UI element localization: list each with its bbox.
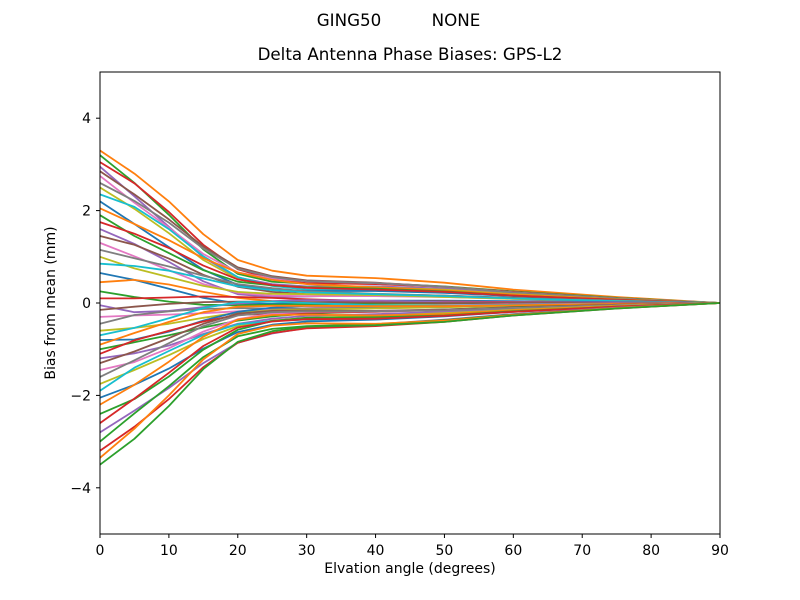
y-tick-label: 4 bbox=[82, 111, 91, 127]
axis-ticks: 0 10 20 30 40 50 60 70 80 90 −4 −2 0 2 4 bbox=[70, 111, 729, 559]
x-tick-label: 0 bbox=[96, 543, 105, 559]
x-tick-label: 20 bbox=[229, 543, 247, 559]
x-tick-label: 60 bbox=[504, 543, 522, 559]
y-axis-label: Bias from mean (mm) bbox=[43, 226, 59, 379]
series-line bbox=[99, 302, 721, 466]
y-tick-label: −4 bbox=[70, 481, 91, 497]
figure-title-right: NONE bbox=[432, 10, 481, 30]
series-lines bbox=[99, 149, 721, 466]
x-tick-label: 40 bbox=[367, 543, 385, 559]
axes-title: Delta Antenna Phase Biases: GPS-L2 bbox=[258, 44, 563, 64]
y-tick-label: −2 bbox=[70, 388, 91, 404]
y-tick-label: 0 bbox=[82, 296, 91, 312]
series-line bbox=[99, 149, 721, 304]
x-tick-label: 50 bbox=[436, 543, 454, 559]
series-line bbox=[99, 262, 721, 304]
x-tick-label: 70 bbox=[573, 543, 591, 559]
x-axis-label: Elvation angle (degrees) bbox=[324, 561, 495, 577]
x-tick-label: 80 bbox=[642, 543, 660, 559]
series-line bbox=[99, 182, 721, 304]
series-line bbox=[99, 302, 721, 378]
x-tick-label: 30 bbox=[298, 543, 316, 559]
series-line bbox=[99, 161, 721, 304]
x-tick-label: 90 bbox=[711, 543, 729, 559]
figure-title-left: GING50 bbox=[317, 10, 382, 30]
series-line bbox=[99, 221, 721, 304]
x-tick-label: 10 bbox=[160, 543, 178, 559]
y-tick-label: 2 bbox=[82, 204, 91, 220]
series-line bbox=[99, 302, 721, 424]
series-line bbox=[99, 302, 721, 346]
